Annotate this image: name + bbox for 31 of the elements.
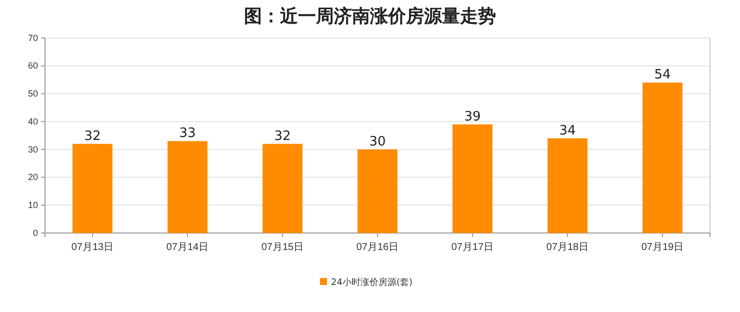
x-tick-label: 07月15日 bbox=[261, 242, 304, 253]
data-label: 32 bbox=[274, 128, 291, 144]
x-tick-label: 07月16日 bbox=[356, 242, 399, 253]
data-label: 54 bbox=[654, 68, 671, 83]
data-label: 33 bbox=[179, 126, 196, 142]
y-tick-label: 50 bbox=[28, 88, 38, 99]
bar bbox=[548, 138, 588, 233]
x-tick-label: 07月18日 bbox=[546, 242, 589, 253]
bar bbox=[358, 149, 398, 233]
y-tick-label: 30 bbox=[28, 144, 38, 154]
y-tick-label: 20 bbox=[28, 172, 38, 182]
x-tick-label: 07月13日 bbox=[71, 242, 114, 253]
data-label: 32 bbox=[84, 128, 101, 144]
y-tick-label: 0 bbox=[32, 228, 38, 238]
bar bbox=[452, 124, 492, 233]
y-tick-label: 10 bbox=[28, 200, 38, 210]
x-tick-label: 07月19日 bbox=[641, 242, 684, 253]
legend-label: 24小时涨价房源(套) bbox=[331, 277, 412, 288]
data-label: 39 bbox=[464, 109, 481, 124]
chart-title: 图：近一周济南涨价房源量走势 bbox=[244, 6, 496, 27]
data-label: 30 bbox=[369, 134, 386, 150]
x-tick-label: 07月14日 bbox=[166, 242, 209, 253]
data-label: 34 bbox=[559, 123, 576, 138]
bar bbox=[72, 144, 112, 233]
bar bbox=[168, 141, 208, 233]
y-tick-label: 70 bbox=[28, 32, 38, 43]
bar bbox=[262, 144, 302, 233]
y-tick-label: 60 bbox=[28, 60, 38, 71]
y-tick-label: 40 bbox=[28, 116, 38, 126]
x-tick-label: 07月17日 bbox=[451, 242, 494, 253]
bar bbox=[642, 82, 682, 233]
